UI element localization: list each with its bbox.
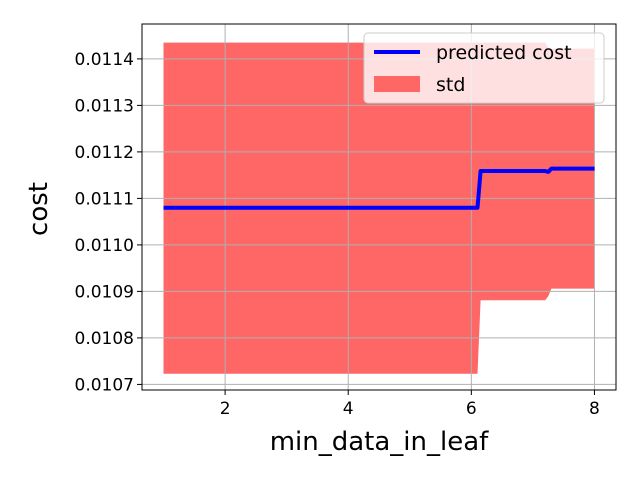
axes-frame <box>141 23 617 391</box>
y-tick-label: 0.0109 <box>75 282 134 302</box>
legend-label-std: std <box>436 74 465 96</box>
y-tick-label: 0.0113 <box>75 96 134 116</box>
predicted-cost-line <box>163 166 595 210</box>
x-tick-label: 8 <box>589 399 600 419</box>
x-axis-label: min_data_in_leaf <box>270 427 489 457</box>
legend-swatch-std <box>374 76 420 92</box>
y-tick-label: 0.0111 <box>75 189 134 209</box>
y-tick-label: 0.0107 <box>75 375 134 395</box>
x-axis: 2 4 6 8 <box>220 390 600 419</box>
legend-frame <box>363 32 605 104</box>
y-axis: 0.0107 0.0108 0.0109 0.0110 0.0111 0.0112 0.01… <box>75 50 142 395</box>
y-tick-label: 0.0110 <box>75 236 134 256</box>
y-tick-label: 0.0112 <box>75 143 134 163</box>
y-tick-label: 0.0108 <box>75 329 134 349</box>
x-tick-label: 2 <box>220 399 231 419</box>
legend: predicted cost std <box>363 32 605 104</box>
y-tick-label: 0.0114 <box>75 50 134 70</box>
x-tick-label: 6 <box>466 399 477 419</box>
legend-label-predicted-cost: predicted cost <box>436 42 572 64</box>
x-tick-label: 4 <box>343 399 354 419</box>
plot-area <box>141 23 617 391</box>
y-axis-label: cost <box>24 182 54 236</box>
